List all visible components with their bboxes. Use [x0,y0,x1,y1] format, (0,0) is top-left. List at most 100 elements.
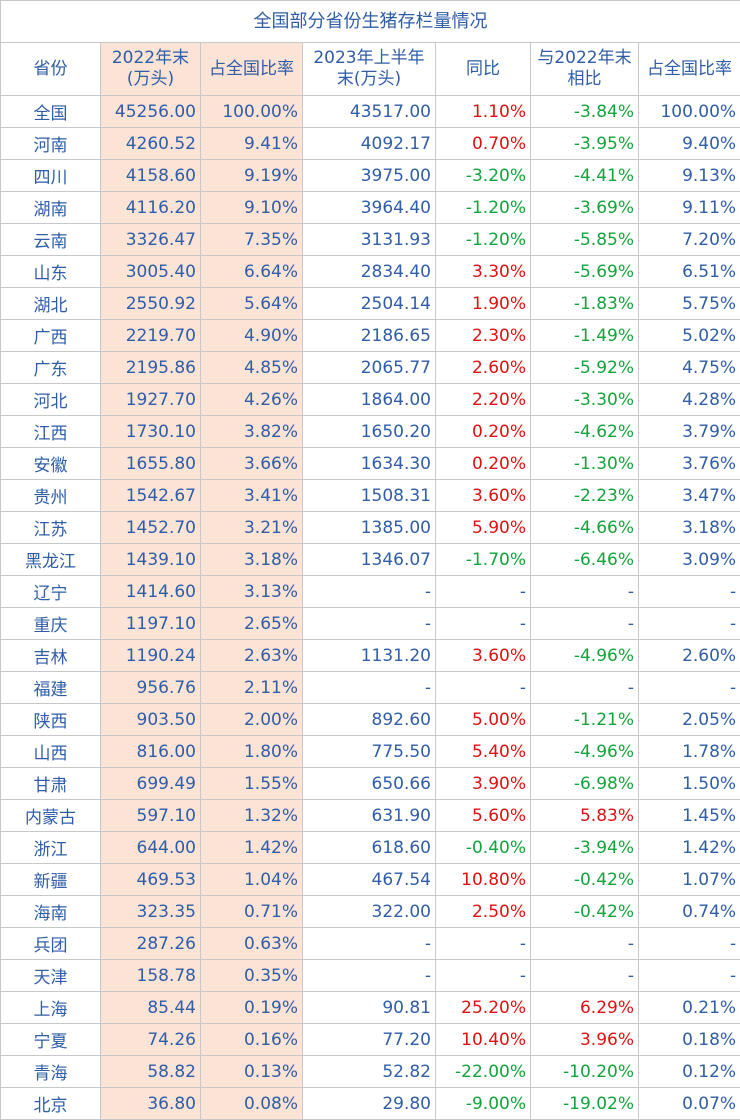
value-cell: 25.20% [436,992,531,1024]
value-cell: - [639,672,740,704]
value-cell: 7.20% [639,224,740,256]
value-cell: 100.00% [201,96,303,128]
value-cell: 90.81 [303,992,436,1024]
value-cell: -3.84% [531,96,639,128]
value-cell: 1.55% [201,768,303,800]
value-cell: - [303,576,436,608]
value-cell: 2195.86 [101,352,201,384]
value-cell: 2834.40 [303,256,436,288]
province-cell: 海南 [1,896,101,928]
value-cell: 3975.00 [303,160,436,192]
value-cell: 2504.14 [303,288,436,320]
value-cell: 5.64% [201,288,303,320]
value-cell: - [436,608,531,640]
value-cell: 1346.07 [303,544,436,576]
province-cell: 上海 [1,992,101,1024]
value-cell: - [303,608,436,640]
value-cell: 903.50 [101,704,201,736]
value-cell: 4.85% [201,352,303,384]
value-cell: 1.42% [639,832,740,864]
value-cell: 1.45% [639,800,740,832]
value-cell: 1452.70 [101,512,201,544]
value-cell: 0.74% [639,896,740,928]
value-cell: 6.64% [201,256,303,288]
province-cell: 湖南 [1,192,101,224]
value-cell: 4092.17 [303,128,436,160]
value-cell: 699.49 [101,768,201,800]
value-cell: 2.11% [201,672,303,704]
value-cell: - [531,576,639,608]
province-cell: 重庆 [1,608,101,640]
value-cell: 3.90% [436,768,531,800]
value-cell: 9.11% [639,192,740,224]
value-cell: -3.30% [531,384,639,416]
value-cell: 3.60% [436,480,531,512]
value-cell: - [531,928,639,960]
value-cell: - [303,960,436,992]
value-cell: 4158.60 [101,160,201,192]
value-cell: 3.30% [436,256,531,288]
province-cell: 四川 [1,160,101,192]
province-cell: 宁夏 [1,1024,101,1056]
value-cell: 0.16% [201,1024,303,1056]
value-cell: - [639,960,740,992]
province-cell: 贵州 [1,480,101,512]
value-cell: 74.26 [101,1024,201,1056]
value-cell: - [531,960,639,992]
value-cell: 644.00 [101,832,201,864]
value-cell: 2.63% [201,640,303,672]
value-cell: 322.00 [303,896,436,928]
value-cell: 9.40% [639,128,740,160]
value-cell: 1385.00 [303,512,436,544]
value-cell: 1.32% [201,800,303,832]
value-cell: - [303,672,436,704]
value-cell: 9.19% [201,160,303,192]
value-cell: 0.21% [639,992,740,1024]
value-cell: 2065.77 [303,352,436,384]
value-cell: -1.30% [531,448,639,480]
value-cell: 323.35 [101,896,201,928]
value-cell: 3.60% [436,640,531,672]
province-cell: 湖北 [1,288,101,320]
value-cell: 816.00 [101,736,201,768]
value-cell: 5.02% [639,320,740,352]
value-cell: 0.35% [201,960,303,992]
value-cell: 3.21% [201,512,303,544]
value-cell: 3.18% [201,544,303,576]
value-cell: -4.62% [531,416,639,448]
province-cell: 河北 [1,384,101,416]
value-cell: 1.07% [639,864,740,896]
value-cell: 2.30% [436,320,531,352]
value-cell: - [531,608,639,640]
header-cell: 2023年上半年 末(万头) [303,43,436,96]
value-cell: 1.04% [201,864,303,896]
province-cell: 兵团 [1,928,101,960]
value-cell: 5.83% [531,800,639,832]
value-cell: 1131.20 [303,640,436,672]
value-cell: 5.40% [436,736,531,768]
value-cell: 85.44 [101,992,201,1024]
value-cell: 9.13% [639,160,740,192]
value-cell: -5.92% [531,352,639,384]
value-cell: 1864.00 [303,384,436,416]
value-cell: 0.19% [201,992,303,1024]
value-cell: 1927.70 [101,384,201,416]
value-cell: 2.60% [436,352,531,384]
value-cell: -4.96% [531,736,639,768]
value-cell: 3.13% [201,576,303,608]
value-cell: 4.90% [201,320,303,352]
province-cell: 广东 [1,352,101,384]
province-cell: 云南 [1,224,101,256]
value-cell: -1.83% [531,288,639,320]
